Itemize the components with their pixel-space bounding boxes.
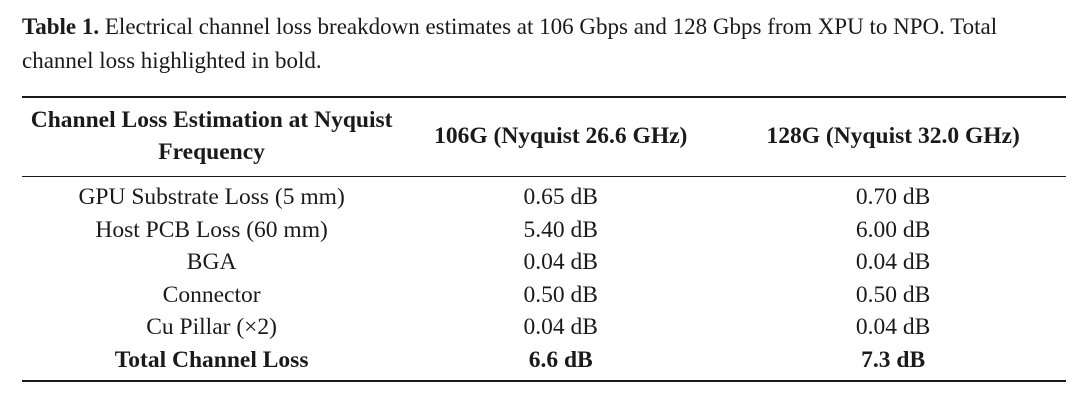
table-body: GPU Substrate Loss (5 mm) 0.65 dB 0.70 d… <box>22 177 1066 381</box>
table-container: Channel Loss Estimation at Nyquist Frequ… <box>22 96 1066 382</box>
channel-loss-table: Channel Loss Estimation at Nyquist Frequ… <box>22 96 1066 382</box>
table-row: Connector 0.50 dB 0.50 dB <box>22 279 1066 312</box>
caption-label: Table 1. <box>22 14 100 39</box>
row-label: BGA <box>186 249 237 276</box>
value-128g: 6.00 dB <box>855 216 931 243</box>
value-128g: 0.70 dB <box>855 184 931 211</box>
header-cell-128g: 128G (Nyquist 32.0 GHz) <box>766 123 1020 149</box>
value-128g: 0.04 dB <box>855 314 931 341</box>
caption-text: Electrical channel loss breakdown estima… <box>22 14 998 73</box>
header-cell-106g: 106G (Nyquist 26.6 GHz) <box>434 123 688 149</box>
value-106g: 0.65 dB <box>523 184 598 211</box>
value-128g: 0.50 dB <box>855 281 931 308</box>
value-106g: 0.04 dB <box>523 314 598 341</box>
value-106g: 0.50 dB <box>523 281 598 308</box>
row-label: GPU Substrate Loss (5 mm) <box>78 184 345 211</box>
table-row: BGA 0.04 dB 0.04 dB <box>22 246 1066 279</box>
table-row: GPU Substrate Loss (5 mm) 0.65 dB 0.70 d… <box>22 177 1066 214</box>
table-row: Host PCB Loss (60 mm) 5.40 dB 6.00 dB <box>22 214 1066 247</box>
table-row: Cu Pillar (×2) 0.04 dB 0.04 dB <box>22 311 1066 344</box>
row-label: Host PCB Loss (60 mm) <box>95 216 328 243</box>
header-row: Channel Loss Estimation at Nyquist Frequ… <box>22 97 1066 177</box>
header-cell-estimation: Channel Loss Estimation at Nyquist Frequ… <box>30 107 393 165</box>
total-128g: 7.3 dB <box>861 346 926 373</box>
table-caption: Table 1. Electrical channel loss breakdo… <box>22 10 1072 78</box>
row-label: Connector <box>162 281 261 308</box>
table-header: Channel Loss Estimation at Nyquist Frequ… <box>22 97 1066 177</box>
row-label: Cu Pillar (×2) <box>146 314 277 341</box>
total-106g: 6.6 dB <box>528 346 593 373</box>
total-row: Total Channel Loss 6.6 dB 7.3 dB <box>22 344 1066 381</box>
value-106g: 0.04 dB <box>523 249 598 276</box>
total-label: Total Channel Loss <box>114 346 309 373</box>
value-106g: 5.40 dB <box>523 216 598 243</box>
value-128g: 0.04 dB <box>855 249 931 276</box>
